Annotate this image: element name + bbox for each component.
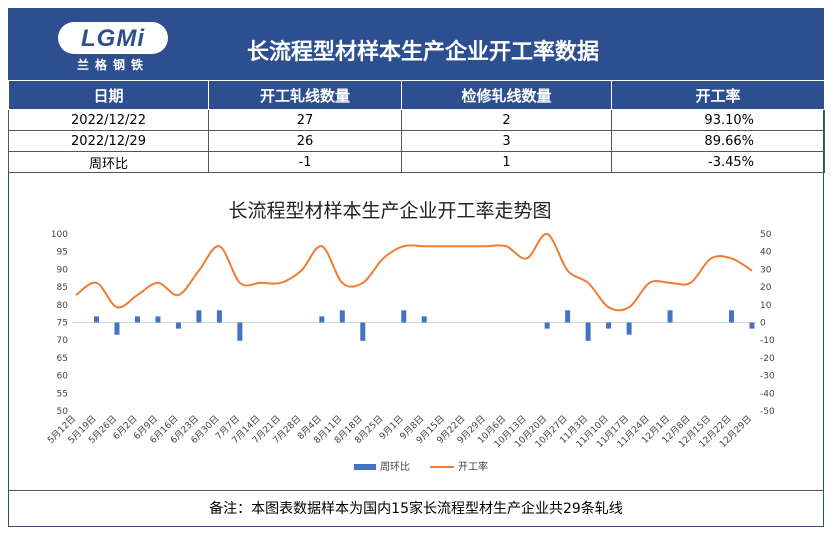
table-cell-running: -1 [208, 151, 402, 173]
y-right-tick-label: -10 [760, 336, 775, 346]
bar-week-change [565, 310, 571, 323]
y-right-tick-label: 20 [760, 283, 772, 293]
y-left-tick-label: 75 [57, 319, 68, 329]
bar-week-change [421, 316, 427, 323]
table-cell-rate: -3.45% [611, 151, 825, 173]
page-title: 长流程型材样本生产企业开工率数据 [246, 40, 599, 65]
bar-week-change [175, 322, 181, 329]
bar-week-change [216, 310, 222, 323]
bar-week-change [114, 322, 120, 335]
bar-week-change [93, 316, 99, 323]
chart-title: 长流程型材样本生产企业开工率走势图 [228, 200, 552, 222]
y-right-tick-label: 10 [760, 301, 772, 311]
y-right-tick-label: 30 [760, 265, 772, 275]
legend-label-line: 开工率 [458, 460, 488, 473]
y-left-tick-label: 90 [57, 265, 69, 275]
y-left-tick-label: 70 [57, 336, 69, 346]
bar-week-change [667, 310, 673, 323]
y-left-tick-label: 80 [57, 301, 69, 311]
logo-text: LGMi [81, 25, 145, 52]
bar-week-change [360, 322, 366, 341]
y-right-tick-label: 0 [760, 319, 766, 329]
y-left-tick-label: 60 [57, 372, 69, 382]
table-cell-rate: 89.66% [611, 130, 825, 152]
table-cell-maintenance: 2 [401, 109, 612, 131]
table-cell-maintenance: 1 [401, 151, 612, 173]
bar-week-change [749, 322, 755, 329]
table-cell-rate: 93.10% [611, 109, 825, 131]
y-left-tick-label: 85 [57, 283, 68, 293]
bar-week-change [155, 316, 161, 323]
y-left-tick-label: 65 [57, 354, 68, 364]
bar-week-change [401, 310, 407, 323]
logo-subtitle: 兰格钢铁 [76, 58, 149, 72]
bar-week-change [237, 322, 243, 341]
table-cell-running: 27 [208, 109, 402, 131]
table-header-row: 日期 开工轧线数量 检修轧线数量 开工率 [8, 80, 825, 110]
logo-badge [58, 22, 168, 54]
y-left-tick-label: 95 [57, 248, 68, 258]
table-cell-date: 2022/12/22 [8, 109, 209, 131]
bar-week-change [626, 322, 632, 335]
y-right-tick-label: 50 [760, 230, 772, 240]
legend-swatch-bar [354, 464, 376, 470]
utilization-table: 日期 开工轧线数量 检修轧线数量 开工率 2022/12/22 27 2 93.… [8, 80, 825, 173]
y-right-tick-label: -40 [760, 389, 775, 399]
y-left-tick-label: 50 [57, 407, 69, 417]
column-header-utilization-rate: 开工率 [611, 80, 825, 110]
table-cell-date: 周环比 [8, 151, 209, 173]
bar-week-change [134, 316, 140, 323]
table-cell-running: 26 [208, 130, 402, 152]
y-right-tick-label: -20 [760, 354, 775, 364]
y-left-tick-label: 55 [57, 389, 68, 399]
column-header-running-lines: 开工轧线数量 [208, 80, 402, 110]
table-row: 2022/12/29 26 3 89.66% [8, 130, 825, 152]
bar-week-change [729, 310, 735, 323]
header-bar: LGMi 兰格钢铁 长流程型材样本生产企业开工率数据 [8, 8, 824, 80]
y-right-tick-label: -50 [760, 407, 775, 417]
bar-week-change [606, 322, 612, 329]
bar-week-change [339, 310, 345, 323]
y-right-tick-label: 40 [760, 248, 772, 258]
legend-label-bar: 周环比 [380, 461, 410, 473]
bar-week-change [196, 310, 202, 323]
footer-note: 备注：本图表数据样本为国内15家长流程型材生产企业共29条轧线 [8, 490, 824, 527]
table-row: 周环比 -1 1 -3.45% [8, 151, 825, 173]
column-header-maintenance-lines: 检修轧线数量 [401, 80, 612, 110]
bar-week-change [319, 316, 325, 323]
y-left-tick-label: 100 [51, 230, 68, 240]
column-header-date: 日期 [8, 80, 209, 110]
bar-week-change [585, 322, 591, 341]
table-row: 2022/12/22 27 2 93.10% [8, 109, 825, 131]
utilization-trend-chart: 1009590858075706560555050403020100-10-20… [45, 230, 775, 473]
table-cell-date: 2022/12/29 [8, 130, 209, 152]
table-cell-maintenance: 3 [401, 130, 612, 152]
brand-logo: LGMi 兰格钢铁 [58, 22, 168, 74]
series-line-utilization [75, 233, 753, 312]
y-right-tick-label: -30 [760, 372, 775, 382]
bar-week-change [544, 322, 550, 329]
